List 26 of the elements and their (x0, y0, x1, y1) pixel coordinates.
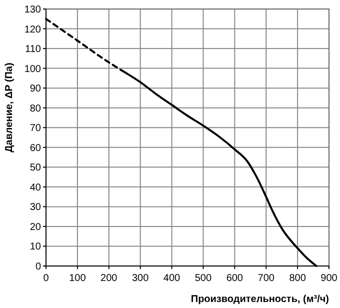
y-tick-label: 50 (30, 162, 42, 174)
x-tick-label: 600 (226, 273, 244, 284)
x-tick-label: 800 (289, 273, 306, 284)
y-tick-label: 0 (35, 262, 42, 272)
y-tick-label: 130 (24, 4, 42, 16)
y-tick-label: 120 (24, 24, 42, 36)
y-tick-label: 60 (30, 142, 42, 154)
x-tick-label: 300 (132, 273, 150, 284)
x-tick-label: 500 (194, 273, 212, 284)
x-tick-label: 900 (320, 273, 338, 284)
y-tick-label: 30 (30, 202, 42, 214)
y-tick-label: 110 (25, 44, 42, 56)
x-tick-label: 700 (258, 273, 275, 284)
y-tick-label: 100 (24, 64, 42, 75)
y-axis-title: Давление, ΔP (Па) (4, 62, 15, 152)
y-tick-label: 40 (30, 182, 42, 194)
x-tick-label: 200 (100, 273, 118, 284)
x-tick-label: 100 (69, 273, 86, 284)
y-tick-label: 20 (30, 222, 42, 233)
y-tick-label: 70 (30, 123, 42, 134)
y-tick-label: 90 (30, 84, 42, 95)
y-tick-label: 10 (30, 242, 42, 253)
x-tick-label: 0 (43, 273, 50, 284)
y-tick-label: 80 (30, 103, 42, 114)
x-axis-title: Производительность, (м³/ч) (190, 294, 329, 305)
x-tick-label: 400 (163, 273, 181, 284)
